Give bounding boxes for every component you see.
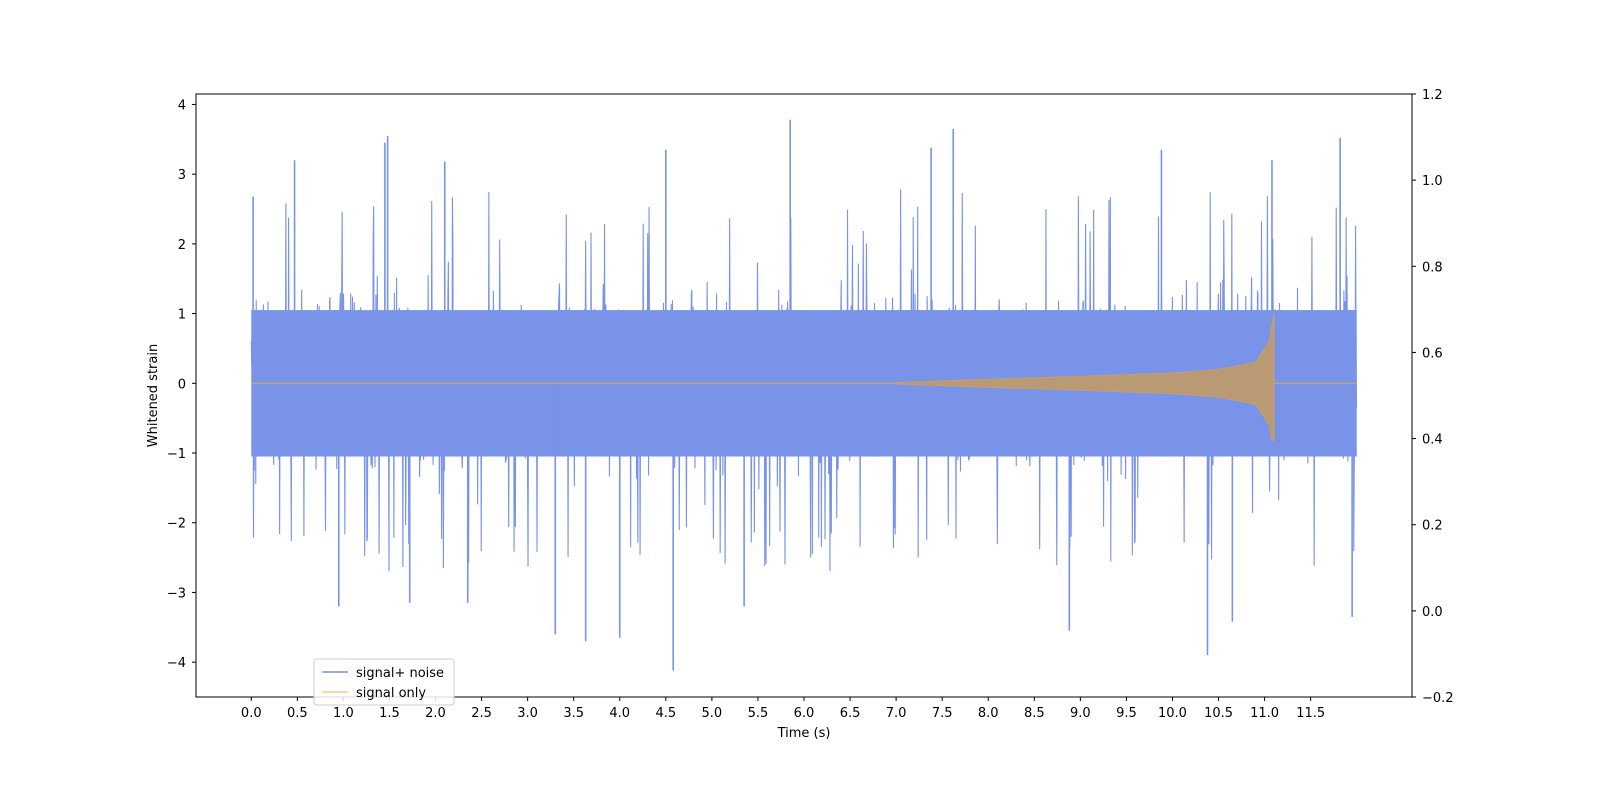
- x-tick-label-5: 2.5: [471, 706, 492, 721]
- x-tick-label-16: 8.0: [978, 706, 999, 721]
- legend-box: [313, 658, 455, 706]
- x-tick-label-7: 3.5: [563, 706, 584, 721]
- y-tick-label-8: 4: [178, 98, 186, 113]
- y2-tick-label-6: 1.0: [1422, 174, 1443, 189]
- y-tick-label-6: 2: [178, 238, 186, 253]
- y-axis-label: Whitened strain: [146, 344, 161, 447]
- y-tick-label-2: −2: [167, 517, 186, 532]
- x-tick-label-10: 5.0: [702, 706, 723, 721]
- x-tick-label-8: 4.0: [609, 706, 630, 721]
- x-tick-label-23: 11.5: [1296, 706, 1325, 721]
- legend-label-signal-noise: signal+ noise: [356, 666, 444, 681]
- y-tick-label-3: −1: [167, 447, 186, 462]
- y-tick-label-1: −3: [167, 586, 186, 601]
- x-tick-label-13: 6.5: [840, 706, 861, 721]
- x-tick-label-0: 0.0: [241, 706, 262, 721]
- x-tick-label-3: 1.5: [379, 706, 400, 721]
- y-axis-right: −0.2 0.0 0.2 0.4 0.6 0.8 1.0 1.2: [1412, 88, 1454, 706]
- y2-tick-label-7: 1.2: [1422, 88, 1443, 103]
- y-tick-label-4: 0: [178, 377, 186, 392]
- x-tick-label-21: 10.5: [1204, 706, 1233, 721]
- x-tick-label-22: 11.0: [1250, 706, 1279, 721]
- y2-tick-label-0: −0.2: [1422, 691, 1454, 706]
- y2-tick-label-5: 0.8: [1422, 260, 1443, 275]
- y-tick-label-7: 3: [178, 168, 186, 183]
- x-tick-label-17: 8.5: [1024, 706, 1045, 721]
- x-tick-label-14: 7.0: [886, 706, 907, 721]
- x-tick-label-19: 9.5: [1116, 706, 1137, 721]
- x-tick-label-15: 7.5: [932, 706, 953, 721]
- x-tick-label-1: 0.5: [287, 706, 308, 721]
- x-axis-label: Time (s): [777, 726, 831, 741]
- y-tick-label-0: −4: [167, 656, 186, 671]
- legend: signal+ noise signal only: [313, 658, 455, 706]
- x-tick-label-20: 10.0: [1158, 706, 1187, 721]
- x-tick-label-6: 3.0: [517, 706, 538, 721]
- y2-tick-label-2: 0.2: [1422, 519, 1443, 534]
- x-tick-label-18: 9.0: [1070, 706, 1091, 721]
- x-tick-label-11: 5.5: [748, 706, 769, 721]
- x-tick-label-2: 1.0: [333, 706, 354, 721]
- x-tick-label-12: 6.0: [794, 706, 815, 721]
- y-tick-label-5: 1: [178, 308, 186, 323]
- legend-label-signal-only: signal only: [356, 686, 426, 701]
- y2-tick-label-4: 0.6: [1422, 346, 1443, 361]
- y-axis-left: −4 −3 −2 −1 0 1 2 3 4: [167, 98, 196, 671]
- x-axis: 0.0 0.5 1.0 1.5 2.0 2.5 3.0 3.5 4.0 4.5 5.0 5.5 6.0 6…: [241, 697, 1325, 721]
- chirp-series-layer: [251, 313, 1357, 441]
- y2-tick-label-3: 0.4: [1422, 433, 1443, 448]
- x-tick-label-9: 4.5: [655, 706, 676, 721]
- y2-tick-label-1: 0.0: [1422, 605, 1443, 620]
- x-tick-label-4: 2.0: [425, 706, 446, 721]
